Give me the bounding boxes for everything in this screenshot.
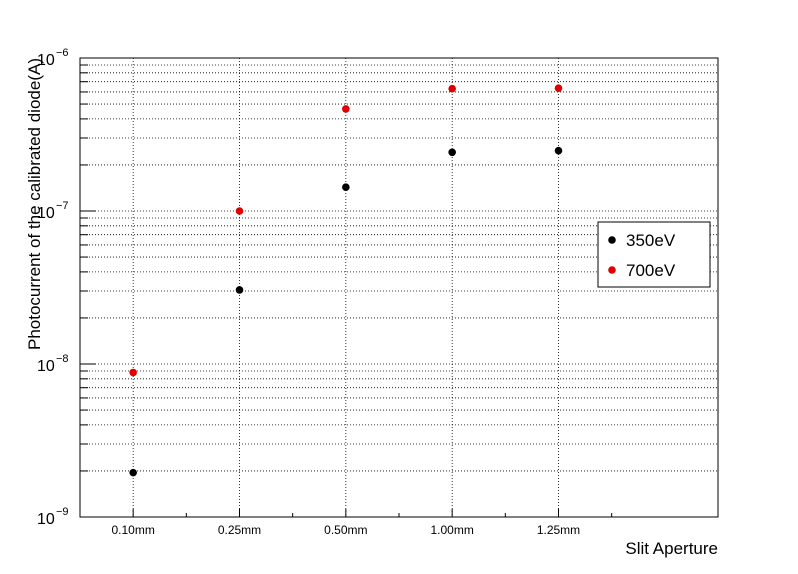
y-tick-label-base: 10: [37, 511, 55, 528]
data-point: [554, 84, 563, 92]
y-tick-label-exponent: −6: [56, 47, 69, 59]
y-tick-label-base: 10: [37, 358, 55, 375]
y-tick-label-exponent: −8: [56, 353, 69, 365]
y-tick-label: 10 −9: [37, 506, 69, 528]
y-tick-label-exponent: −9: [56, 506, 69, 518]
x-tick-label: 1.00mm: [430, 523, 473, 537]
data-point: [342, 105, 350, 113]
data-point: [129, 468, 137, 477]
data-point: [235, 207, 244, 215]
legend-label: 700eV: [626, 261, 676, 280]
legend-box: [597, 221, 711, 288]
x-tick-label: 0.25mm: [218, 523, 261, 537]
legend-label: 350eV: [626, 231, 676, 250]
x-tick-label: 1.25mm: [537, 523, 580, 537]
y-tick-label-base: 10: [37, 52, 55, 69]
axis-ticks: [80, 57, 613, 518]
legend-item: 350eV: [608, 231, 676, 250]
legend: 350eV 700eV: [597, 221, 711, 288]
x-axis-title: Slit Aperture: [625, 539, 718, 558]
y-tick-label: 10 −6: [37, 47, 69, 69]
legend-marker: [608, 266, 616, 274]
y-tick-label-base: 10: [37, 205, 55, 222]
x-tick-label: 0.50mm: [324, 523, 367, 537]
y-tick-label: 10 −8: [37, 353, 69, 375]
legend-marker: [608, 236, 616, 244]
x-tick-labels: 0.10mm 0.25mm 0.50mm 1.00mm 1.25mm: [111, 523, 580, 537]
data-point: [342, 183, 350, 192]
data-point: [129, 368, 137, 377]
data-point: [235, 286, 244, 294]
y-tick-labels: 10−910−810−710−6: [37, 47, 69, 528]
data-point: [448, 84, 456, 93]
y-tick-label-exponent: −7: [56, 200, 69, 212]
legend-item: 700eV: [608, 261, 676, 280]
x-tick-label: 0.10mm: [111, 523, 154, 537]
data-point: [448, 148, 456, 157]
y-tick-label: 10 −7: [37, 200, 69, 222]
y-axis-title: Photocurrent of the calibrated diode(A): [25, 58, 44, 350]
data-points: [129, 84, 563, 477]
data-point: [554, 146, 563, 155]
